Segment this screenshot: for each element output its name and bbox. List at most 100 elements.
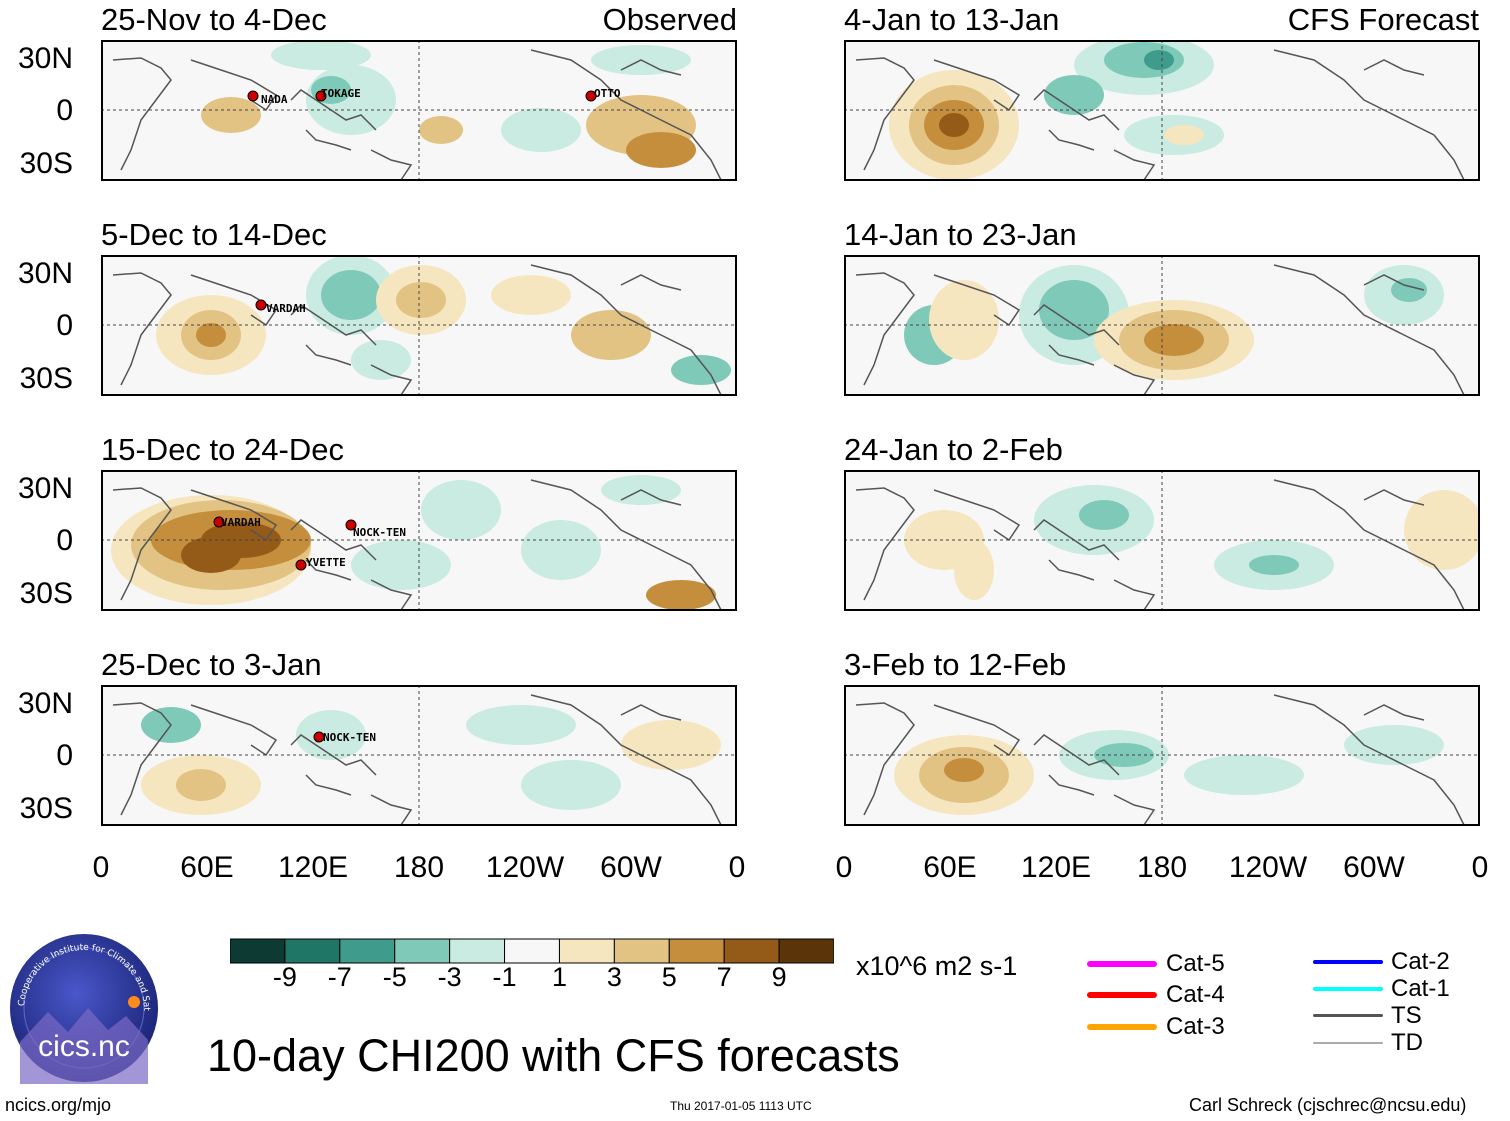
coastline <box>1363 59 1425 76</box>
lat-label: 30S <box>19 577 73 610</box>
coastline <box>933 274 1021 327</box>
footer-credit: Carl Schreck (cjschrec@ncsu.edu) <box>1189 1095 1467 1115</box>
lon-label: 120W <box>485 851 565 884</box>
coastline <box>1048 129 1095 151</box>
coastline <box>370 364 413 396</box>
lat-label: 30N <box>17 687 73 720</box>
coastline <box>305 344 352 366</box>
lat-label: 30N <box>17 257 73 290</box>
storm-marker <box>345 519 357 531</box>
lat-label: 30S <box>19 362 73 395</box>
coastline <box>1363 274 1425 291</box>
anomaly-contour <box>421 480 501 540</box>
anomaly-contour <box>521 520 601 580</box>
anomaly-contour <box>321 270 381 320</box>
anomaly-contour <box>1184 755 1304 795</box>
anomaly-contour <box>1344 725 1444 765</box>
anomaly-contour <box>521 760 621 810</box>
coastline <box>112 272 172 386</box>
coastline <box>855 272 915 386</box>
lat-label: 30N <box>17 472 73 505</box>
anomaly-contour <box>271 40 371 70</box>
legend-swatch-td <box>1313 1042 1383 1044</box>
storm-label: NOCK-TEN <box>323 731 376 744</box>
storm-label: NOCK-TEN <box>353 526 406 539</box>
map-frame <box>844 685 1480 826</box>
colorbar-tick-label: 1 <box>551 962 567 992</box>
colorbar-swatch <box>778 938 835 964</box>
colorbar-tick-label: -5 <box>382 962 407 992</box>
coastline <box>855 702 915 816</box>
coastline <box>112 57 172 171</box>
colorbar-tick-label: -7 <box>327 962 352 992</box>
coastline <box>1363 704 1425 721</box>
anomaly-contour <box>176 769 226 801</box>
lon-label: 180 <box>1136 851 1188 884</box>
coastline <box>933 704 1021 757</box>
lat-label: 0 <box>56 739 73 772</box>
storm-marker <box>255 299 267 311</box>
colorbar-swatch <box>723 938 780 964</box>
legend-swatch-cat1 <box>1313 987 1383 991</box>
lat-label: 30S <box>19 147 73 180</box>
colorbar-tick-label: 3 <box>606 962 622 992</box>
legend-swatch-cat3 <box>1087 1024 1157 1030</box>
panel-title: 4-Jan to 13-Jan <box>844 2 1060 37</box>
colorbar-swatch <box>394 938 451 964</box>
map-frame <box>101 685 737 826</box>
coastline <box>305 559 352 581</box>
coastline <box>933 59 1021 112</box>
map-panel-forecast-4 <box>844 685 1480 826</box>
anomaly-contour <box>501 108 581 152</box>
legend-label-td: TD <box>1391 1029 1423 1056</box>
legend-label-cat4: Cat-4 <box>1166 981 1225 1008</box>
coastline <box>190 704 278 757</box>
map-frame <box>844 255 1480 396</box>
map-panel-forecast-3 <box>844 470 1480 611</box>
coastline <box>855 487 915 601</box>
colorbar-units: x10^6 m2 s-1 <box>856 951 1018 981</box>
anomaly-contour <box>1391 278 1427 302</box>
storm-marker <box>315 90 327 102</box>
storm-label: OTTO <box>594 87 621 100</box>
coastline <box>1048 344 1095 366</box>
anomaly-contour <box>419 116 463 144</box>
colorbar-swatch <box>613 938 670 964</box>
panel-title: 25-Dec to 3-Jan <box>101 647 322 682</box>
legend-swatch-ts <box>1313 1014 1383 1017</box>
map-panel-observed-1: NADA TOKAGE OTTO <box>101 40 737 181</box>
anomaly-contour <box>954 540 994 600</box>
lon-label: 180 <box>393 851 445 884</box>
anomaly-contour <box>671 355 731 385</box>
colorbar-swatch <box>339 938 396 964</box>
anomaly-contour <box>571 310 651 360</box>
anomaly-contour <box>1044 75 1104 115</box>
anomaly-contour <box>929 280 999 360</box>
anomaly-contour <box>1144 324 1204 356</box>
coastline <box>112 487 172 601</box>
coastline <box>370 149 413 181</box>
colorbar-swatch <box>558 938 615 964</box>
lon-label: 60W <box>1343 851 1405 884</box>
storm-marker <box>313 731 325 743</box>
anomaly-contour <box>351 540 451 590</box>
svg-text:cics.nc: cics.nc <box>38 1030 130 1063</box>
panel-title: 3-Feb to 12-Feb <box>844 647 1067 682</box>
coastline <box>1113 579 1156 611</box>
main-title: 10-day CHI200 with CFS forecasts <box>207 1030 900 1081</box>
legend-swatch-cat4 <box>1087 992 1157 998</box>
legend-label-ts: TS <box>1391 1002 1422 1029</box>
anomaly-contour <box>1094 743 1154 767</box>
lat-label: 0 <box>56 524 73 557</box>
footer-url[interactable]: ncics.org/mjo <box>5 1095 112 1115</box>
coastline <box>620 274 682 291</box>
storm-label: VARDAH <box>221 516 261 529</box>
lon-label: 120W <box>1228 851 1308 884</box>
storm-label: VARDAH <box>266 302 306 315</box>
colorbar-tick-label: 5 <box>661 962 677 992</box>
lat-label: 30N <box>17 42 73 75</box>
colorbar-tick-label: -3 <box>437 962 462 992</box>
anomaly-contour <box>181 537 241 573</box>
map-panel-forecast-1 <box>844 40 1480 181</box>
map-frame <box>101 470 737 611</box>
